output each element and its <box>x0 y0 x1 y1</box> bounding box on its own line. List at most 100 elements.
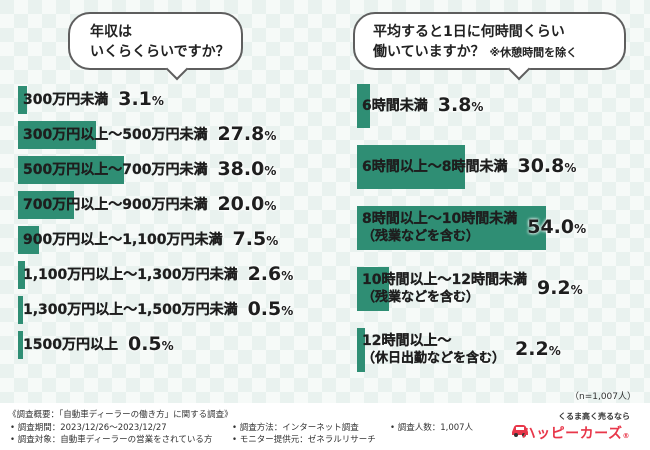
hours-category-label-line: 10時間以上～12時間未満 <box>362 272 527 288</box>
brand-registered-mark: ® <box>622 432 630 440</box>
income-category-label: 900万円以上～1,100万円未満 <box>23 231 223 249</box>
hours-bar <box>357 84 371 128</box>
income-value-label: 0.5% <box>248 298 294 320</box>
hours-category-label-line: （休日出勤などを含む） <box>362 351 506 366</box>
income-category-label-line: 300万円未満 <box>23 92 109 108</box>
hours-row: 6時間未満 3.8% <box>357 84 639 128</box>
income-category-label-line: 1500万円以上 <box>23 337 118 353</box>
hours-value-number: 54.0 <box>527 216 575 238</box>
income-value-number: 27.8 <box>217 123 265 145</box>
income-row: 700万円以上～900万円未満 20.0% <box>18 191 318 219</box>
hours-category-label: 12時間以上～ （休日出勤などを含む） <box>362 332 505 368</box>
income-row: 300万円以上～500万円未満 27.8% <box>18 121 318 149</box>
hours-category-label-line: 8時間以上～10時間未満 <box>362 211 518 227</box>
hours-row: 6時間以上～8時間未満 30.8% <box>357 145 639 189</box>
income-category-label: 500万円以上～700万円未満 <box>23 161 208 179</box>
income-value-unit: % <box>161 339 174 353</box>
income-bar <box>18 226 39 254</box>
hours-value-unit: % <box>548 344 561 358</box>
income-category-label-line: 300万円以上～500万円未満 <box>23 127 208 143</box>
income-bar <box>18 121 96 149</box>
hours-category-label-line: 12時間以上～ <box>362 333 452 349</box>
survey-footer: 《調査概要：「自動車ディーラーの働き方」に関する調査》 • 調査期間：2023/… <box>0 403 650 450</box>
sample-size-note: （n=1,007人） <box>569 392 636 402</box>
income-bar <box>18 296 23 324</box>
brand-name: ハッピーカーズ <box>521 426 623 442</box>
survey-count: • 調査人数：1,007人 <box>390 423 474 433</box>
hours-value-label: 54.0% <box>527 216 586 238</box>
survey-target: • 調査対象：自動車ディーラーの営業をされている方 <box>10 435 213 445</box>
survey-title: 《調査概要：「自動車ディーラーの働き方」に関する調査》 <box>8 410 233 420</box>
hours-value-number: 30.8 <box>517 155 565 177</box>
income-value-unit: % <box>151 94 164 108</box>
income-value-unit: % <box>264 164 277 178</box>
income-category-label: 1,300万円以上～1,500万円未満 <box>23 301 238 319</box>
income-category-label: 1,100万円以上～1,300万円未満 <box>23 266 238 284</box>
hours-value-number: 3.8 <box>437 94 472 116</box>
income-value-label: 20.0% <box>217 193 276 215</box>
income-value-unit: % <box>281 269 294 283</box>
hours-value-unit: % <box>471 100 484 114</box>
income-value-label: 38.0% <box>217 158 276 180</box>
income-value-number: 2.6 <box>247 263 282 285</box>
income-value-label: 27.8% <box>217 123 276 145</box>
income-value-label: 2.6% <box>248 263 294 285</box>
income-value-number: 0.5 <box>127 333 162 355</box>
income-category-label-line: 1,100万円以上～1,300万円未満 <box>23 267 238 283</box>
income-question-line-2: いくらくらいですか？ <box>90 44 230 60</box>
hours-category-label: 6時間以上～8時間未満 <box>362 158 508 176</box>
income-bar <box>18 261 26 289</box>
income-value-unit: % <box>264 199 277 213</box>
hours-value-label: 9.2% <box>537 277 583 299</box>
income-row: 300万円未満 3.1% <box>18 86 318 114</box>
hours-value-unit: % <box>564 161 577 175</box>
hours-category-label: 10時間以上～12時間未満 （残業などを含む） <box>362 271 527 307</box>
hours-category-label: 6時間未満 <box>362 97 428 115</box>
hours-row: 10時間以上～12時間未満 （残業などを含む） 9.2% <box>357 267 639 311</box>
hours-value-unit: % <box>570 283 583 297</box>
hours-row: 8時間以上～10時間未満 （残業などを含む） 54.0% <box>357 206 639 250</box>
income-category-label: 300万円以上～500万円未満 <box>23 126 208 144</box>
income-row: 1500万円以上 0.5% <box>18 331 318 359</box>
income-value-number: 0.5 <box>247 298 282 320</box>
hours-value-number: 9.2 <box>536 277 571 299</box>
income-category-label: 1500万円以上 <box>23 336 118 354</box>
income-category-label-line: 900万円以上～1,100万円未満 <box>23 232 223 248</box>
survey-period: • 調査期間：2023/12/26～2023/12/27 <box>10 423 167 433</box>
hours-category-label-line: （残業などを含む） <box>362 290 480 305</box>
hours-question-line-1: 平均すると1日に何時間くらい <box>373 24 565 40</box>
survey-provider: • モニター提供元：ゼネラルリサーチ <box>232 435 376 445</box>
hours-value-number: 2.2 <box>515 338 549 360</box>
income-row: 500万円以上～700万円未満 38.0% <box>18 156 318 184</box>
income-category-label-line: 1,300万円以上～1,500万円未満 <box>23 302 238 318</box>
income-bar <box>18 331 23 359</box>
income-row: 1,100万円以上～1,300万円未満 2.6% <box>18 261 318 289</box>
hours-bar <box>357 328 365 372</box>
income-row: 1,300万円以上～1,500万円未満 0.5% <box>18 296 318 324</box>
hours-value-label: 30.8% <box>517 155 576 177</box>
car-icon <box>512 425 528 437</box>
hours-question-bubble: 平均すると1日に何時間くらい 働いていますか？ ※休憩時間を除く <box>353 12 626 70</box>
logo-catchphrase: くるま高く売るなら <box>558 412 630 421</box>
income-value-label: 3.1% <box>118 88 164 110</box>
brand-logo: ハッピーカーズ® <box>522 423 630 443</box>
hours-bar <box>357 206 546 250</box>
hours-question-note: ※休憩時間を除く <box>489 46 578 59</box>
hours-value-label: 2.2% <box>515 338 561 360</box>
income-row: 900万円以上～1,100万円未満 7.5% <box>18 226 318 254</box>
income-value-number: 20.0 <box>217 193 265 215</box>
hours-value-label: 3.8% <box>438 94 484 116</box>
income-bar <box>18 156 125 184</box>
income-category-label-line: 700万円以上～900万円未満 <box>23 197 208 213</box>
income-value-unit: % <box>266 234 279 248</box>
income-value-number: 3.1 <box>118 88 152 110</box>
income-value-label: 0.5% <box>128 333 174 355</box>
hours-value-unit: % <box>574 222 587 236</box>
income-value-unit: % <box>264 129 277 143</box>
income-category-label: 700万円以上～900万円未満 <box>23 196 208 214</box>
income-bar <box>18 86 27 114</box>
hours-question-line-2: 働いていますか？ <box>373 44 485 60</box>
income-value-number: 7.5 <box>232 228 267 250</box>
income-question-line-1: 年収は <box>90 24 132 40</box>
income-value-label: 7.5% <box>233 228 279 250</box>
